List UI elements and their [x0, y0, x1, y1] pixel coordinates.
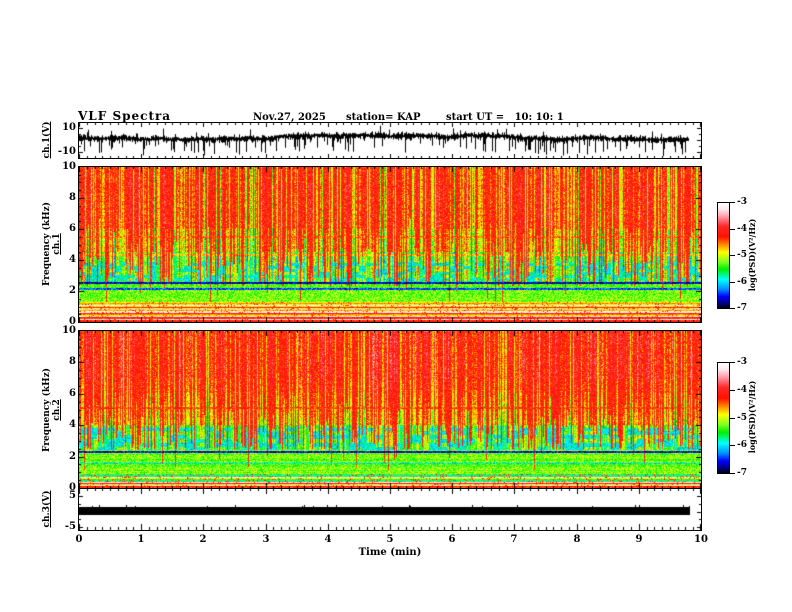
ylabel-ch2-frequency: Frequency (kHz) ch.2 [42, 368, 62, 452]
ch1-voltage-tick-label: 10 [62, 122, 76, 133]
x-tick-label: 4 [324, 534, 332, 545]
colorbar-tick-label: -7 [737, 468, 747, 478]
ylabel-ch1-frequency: Frequency (kHz) ch.1 [42, 202, 62, 286]
ch1-voltage-tick-label: -10 [57, 146, 76, 157]
ch2-spectrogram-canvas [79, 331, 701, 488]
x-tick-label: 2 [199, 534, 207, 545]
colorbar-tick-label: -5 [737, 250, 747, 260]
ch1-frequency-tick-label: 8 [69, 192, 76, 203]
colorbar-tick-mark [730, 390, 735, 391]
colorbar-tick-mark [730, 229, 735, 230]
ch1-frequency-tick-label: 2 [69, 285, 76, 296]
waveform-panel-ch3 [78, 488, 702, 531]
x-tick-label: 1 [137, 534, 145, 545]
ch3-voltage-tick-label: -5 [64, 521, 76, 532]
x-tick-label: 9 [635, 534, 643, 545]
date-label: Nov.27, 2025 [253, 112, 326, 123]
ch3-waveform-canvas [79, 489, 701, 530]
ch2-channel-label: ch.2 [52, 399, 62, 421]
colorbar-ch1-label: log(PSD)(V²/Hz) [747, 218, 757, 292]
ch3-voltage-tick-label: 5 [69, 490, 76, 501]
colorbar-tick-label: -4 [737, 385, 747, 395]
ch2-frequency-tick-label: 6 [69, 388, 76, 399]
start-ut-label: start UT = 10: 10: 1 [446, 112, 564, 123]
colorbar-tick-label: -6 [737, 277, 747, 287]
ch1-channel-label: ch.1 [52, 233, 62, 255]
x-tick-label: 3 [262, 534, 270, 545]
ch1-frequency-axis-label: Frequency (kHz) [42, 201, 52, 287]
x-tick-label: 8 [573, 534, 581, 545]
colorbar-ch2 [717, 362, 730, 474]
station-label: station= KAP [346, 112, 421, 123]
ch2-frequency-tick-label: 0 [69, 482, 76, 493]
ch2-frequency-tick-label: 8 [69, 356, 76, 367]
x-tick-label: 5 [386, 534, 394, 545]
colorbar-tick-mark [730, 473, 735, 474]
ch2-frequency-tick-label: 10 [62, 325, 76, 336]
colorbar-tick-mark [730, 308, 735, 309]
x-tick-label: 7 [510, 534, 518, 545]
x-axis-title: Time (min) [358, 547, 422, 558]
ch1-frequency-tick-label: 0 [69, 316, 76, 327]
colorbar-tick-label: -5 [737, 413, 747, 423]
spectrogram-panel-ch2 [78, 330, 702, 489]
colorbar-tick-mark [730, 445, 735, 446]
ch2-frequency-tick-label: 2 [69, 451, 76, 462]
ch1-frequency-tick-label: 10 [62, 161, 76, 172]
colorbar-tick-mark [730, 282, 735, 283]
colorbar-ch1 [717, 202, 730, 309]
x-tick-label: 10 [694, 534, 708, 545]
ch2-frequency-tick-label: 4 [69, 419, 76, 430]
x-tick-label: 0 [75, 534, 83, 545]
ch1-frequency-tick-label: 4 [69, 254, 76, 265]
ch1-frequency-tick-label: 6 [69, 223, 76, 234]
colorbar-tick-mark [730, 362, 735, 363]
spectrogram-panel-ch1 [78, 166, 702, 323]
colorbar-tick-mark [730, 418, 735, 419]
colorbar-tick-label: -3 [737, 357, 747, 367]
x-tick-label: 6 [448, 534, 456, 545]
ch1-spectrogram-canvas [79, 167, 701, 322]
colorbar-tick-label: -7 [737, 303, 747, 313]
colorbar-tick-mark [730, 202, 735, 203]
ch2-frequency-axis-label: Frequency (kHz) [42, 367, 52, 453]
colorbar-tick-mark [730, 255, 735, 256]
plot-title: VLF Spectra [78, 109, 172, 123]
colorbar-tick-label: -3 [737, 197, 747, 207]
colorbar-tick-label: -4 [737, 224, 747, 234]
colorbar-ch2-label: log(PSD)(V²/Hz) [747, 380, 757, 454]
waveform-panel-ch1 [78, 122, 702, 159]
ch1-waveform-canvas [79, 123, 701, 158]
colorbar-tick-label: -6 [737, 440, 747, 450]
